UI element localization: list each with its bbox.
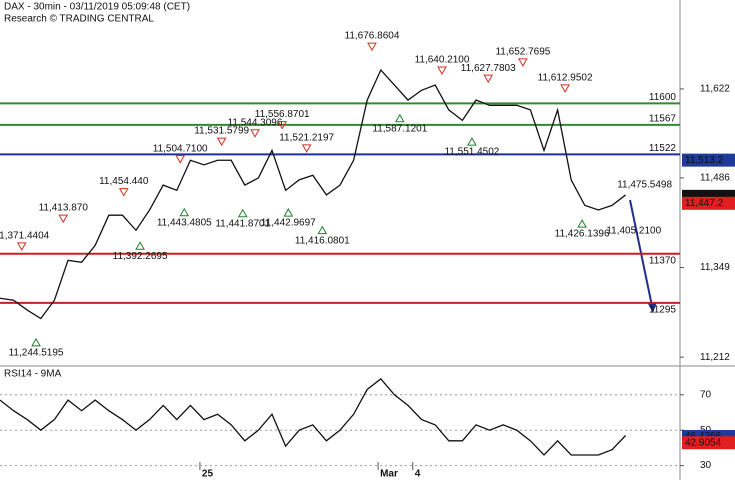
annotation-label: 11,627.7803 bbox=[461, 63, 516, 74]
x-tick-label: 25 bbox=[202, 469, 214, 480]
annotation-label: 11,454.440 bbox=[99, 176, 149, 187]
annotation-label: 11,551.4502 bbox=[444, 147, 499, 158]
high-marker bbox=[518, 58, 528, 67]
annotation-label: 11,652.7695 bbox=[495, 46, 550, 57]
y-tick-label: 11,349 bbox=[700, 262, 730, 273]
low-marker bbox=[283, 208, 294, 217]
annotation-label: 11,587.1201 bbox=[372, 123, 427, 134]
annotation-label: 11,416.0801 bbox=[295, 235, 350, 246]
high-marker bbox=[216, 137, 227, 147]
x-tick-label: Mar bbox=[380, 469, 398, 480]
low-marker bbox=[31, 337, 41, 347]
low-marker bbox=[179, 207, 190, 217]
high-marker bbox=[301, 144, 312, 153]
annotation-label: 11,371.4404 bbox=[0, 230, 50, 241]
level-label: 11567 bbox=[649, 114, 677, 125]
low-marker bbox=[135, 241, 145, 250]
annotation-label: 11,504.7100 bbox=[153, 143, 208, 154]
y-tick-label: 11,212 bbox=[700, 352, 730, 363]
annotation-label: 11,544.3096 bbox=[228, 117, 283, 128]
price-line bbox=[0, 377, 627, 456]
price-tag-label: 42.9054 bbox=[685, 437, 722, 448]
low-marker bbox=[317, 225, 328, 235]
annotation-label: 11,441.8701 bbox=[215, 218, 270, 229]
annotation-label: 11,443.4805 bbox=[157, 217, 212, 228]
annotation-label: 11,392.2695 bbox=[113, 251, 168, 262]
price-tag bbox=[682, 436, 735, 450]
x-tick-label: 4 bbox=[415, 469, 421, 480]
level-label: 11522 bbox=[649, 143, 677, 154]
annotation-label: 11,426.1396 bbox=[555, 229, 610, 240]
annotation-label: 11,442.9697 bbox=[261, 218, 316, 229]
annotation-label: 11,521.2197 bbox=[279, 133, 334, 144]
annotation-label: 11,413.870 bbox=[39, 203, 89, 214]
level-label: 11295 bbox=[649, 304, 677, 315]
high-marker bbox=[367, 42, 377, 52]
forecast-arrow-head bbox=[647, 302, 657, 313]
annotation-label: 11,612.9502 bbox=[538, 73, 593, 84]
annotation-label: 11,531.5799 bbox=[194, 126, 249, 137]
annotation-label: 11,475.5498 bbox=[617, 179, 672, 190]
high-marker bbox=[277, 121, 288, 130]
y-tick-label: 70 bbox=[700, 389, 712, 400]
low-marker bbox=[237, 208, 248, 218]
price-line bbox=[0, 68, 626, 320]
high-marker bbox=[118, 188, 129, 197]
high-marker bbox=[16, 242, 27, 251]
low-marker bbox=[577, 219, 587, 228]
high-marker bbox=[560, 84, 570, 93]
price-tag-label: 11,447.2 bbox=[685, 198, 724, 209]
low-marker bbox=[467, 137, 477, 146]
high-marker bbox=[483, 74, 494, 84]
high-marker bbox=[58, 214, 69, 224]
rsi-title: RSI14 - 9MA bbox=[4, 369, 62, 380]
y-tick-label: 11,622 bbox=[700, 84, 730, 95]
y-tick-label: 11,486 bbox=[700, 173, 730, 184]
price-tag-label: 11,457.8 bbox=[685, 191, 724, 202]
annotation-label: 11,244.5195 bbox=[9, 348, 64, 359]
level-label: 11600 bbox=[649, 92, 677, 103]
price-tag bbox=[682, 196, 735, 210]
annotation-label: 11,640.2100 bbox=[415, 55, 470, 66]
low-marker bbox=[394, 113, 405, 123]
high-marker bbox=[437, 66, 447, 76]
price-tag bbox=[682, 153, 735, 167]
level-label: 11370 bbox=[649, 255, 677, 266]
high-marker bbox=[250, 129, 260, 138]
high-marker bbox=[175, 155, 186, 164]
y-tick-label: 30 bbox=[700, 460, 712, 471]
annotation-label: 11,676.8604 bbox=[345, 31, 400, 42]
chart-subtitle: Research © TRADING CENTRAL bbox=[4, 14, 154, 25]
annotation-label: 11,556.8701 bbox=[255, 109, 310, 120]
price-tag-label: 11,513.2 bbox=[685, 155, 724, 166]
annotation-label: 11,405.2100 bbox=[606, 225, 661, 236]
chart-title: DAX - 30min - 03/11/2019 05:09:48 (CET) bbox=[4, 2, 190, 13]
